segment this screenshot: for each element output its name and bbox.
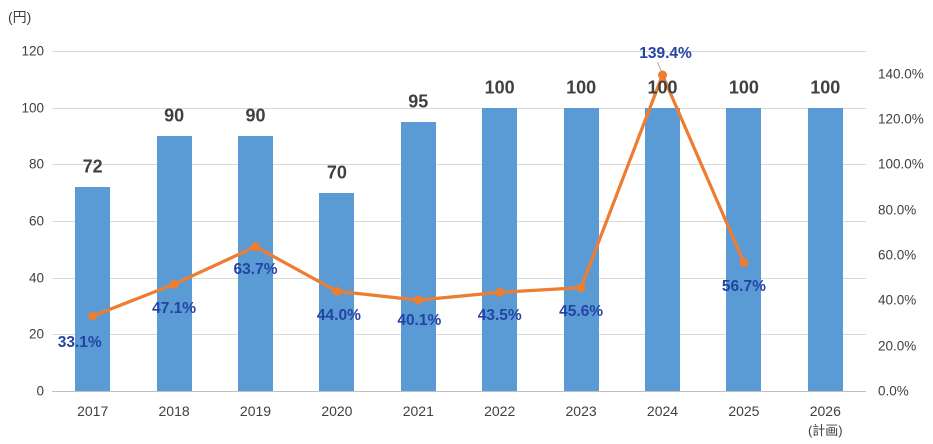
bar-value-label: 90 <box>245 105 266 126</box>
x-axis-label-2019: 2019 <box>239 403 272 419</box>
bar-value-label: 90 <box>164 105 185 126</box>
line-point-label: 40.1% <box>397 312 442 330</box>
bar-value-label: 100 <box>566 77 597 98</box>
left-axis-tick: 40 <box>28 270 44 286</box>
x-axis-sublabel: (計画) <box>807 423 843 438</box>
bar-value-label: 72 <box>82 156 103 177</box>
bar-2025 <box>726 107 762 391</box>
bar-2022 <box>482 107 518 391</box>
line-point-label: 56.7% <box>721 278 766 296</box>
bar-value-label: 100 <box>647 77 678 98</box>
x-axis-label-2021: 2021 <box>402 403 434 419</box>
x-axis-label-2024: 2024 <box>646 403 679 419</box>
right-axis-tick: 140.0% <box>878 66 924 82</box>
x-axis-label-2020: 2020 <box>321 403 353 419</box>
right-axis-tick: 0.0% <box>878 383 909 399</box>
x-axis-label-2026: 2026 (計画) <box>807 403 843 438</box>
left-axis-tick: 0 <box>36 383 44 399</box>
left-axis-tick: 100 <box>21 100 44 116</box>
bar-value-label: 70 <box>326 162 347 183</box>
bar-value-label: 100 <box>810 77 841 98</box>
bar-2017 <box>75 187 111 391</box>
bar-2023 <box>563 107 599 391</box>
x-axis-label-2025: 2025 <box>728 403 760 419</box>
line-point-label: 47.1% <box>152 300 197 318</box>
line-point-label: 63.7% <box>233 260 278 278</box>
x-axis-line <box>52 391 866 392</box>
left-axis-unit-label: (円) <box>8 9 32 25</box>
bar-value-label: 100 <box>728 77 759 98</box>
left-axis-tick: 60 <box>28 213 44 229</box>
right-axis-tick: 100.0% <box>878 156 924 172</box>
line-point-label: 44.0% <box>316 307 361 325</box>
right-axis-tick: 40.0% <box>878 292 917 308</box>
gridline <box>52 51 866 52</box>
line-point-label: 33.1% <box>57 333 102 351</box>
bar-2026 <box>807 107 843 391</box>
x-axis-label-2022: 2022 <box>484 403 516 419</box>
right-axis-tick: 60.0% <box>878 247 917 263</box>
x-axis-label-2023: 2023 <box>565 403 597 419</box>
gridline <box>52 334 866 336</box>
left-axis-tick: 20 <box>28 326 44 342</box>
right-axis-tick: 20.0% <box>878 338 917 354</box>
bar-2021 <box>400 121 436 391</box>
bar-2018 <box>156 136 192 391</box>
right-axis-tick: 80.0% <box>878 202 917 218</box>
label-leader-line <box>657 61 663 75</box>
line-point-label: 139.4% <box>639 45 692 63</box>
line-point-label: 43.5% <box>477 307 522 325</box>
right-axis-tick: 120.0% <box>878 111 924 127</box>
x-axis-label-2018: 2018 <box>158 403 190 419</box>
bar-value-label: 100 <box>484 77 515 98</box>
bar-value-label: 95 <box>408 91 429 112</box>
left-axis-tick: 120 <box>21 43 44 59</box>
bar-2024 <box>645 107 680 391</box>
line-point-label: 45.6% <box>559 302 604 320</box>
left-axis-tick: 80 <box>28 156 44 172</box>
x-axis-label-2017: 2017 <box>77 403 109 419</box>
bar-2020 <box>319 192 355 391</box>
